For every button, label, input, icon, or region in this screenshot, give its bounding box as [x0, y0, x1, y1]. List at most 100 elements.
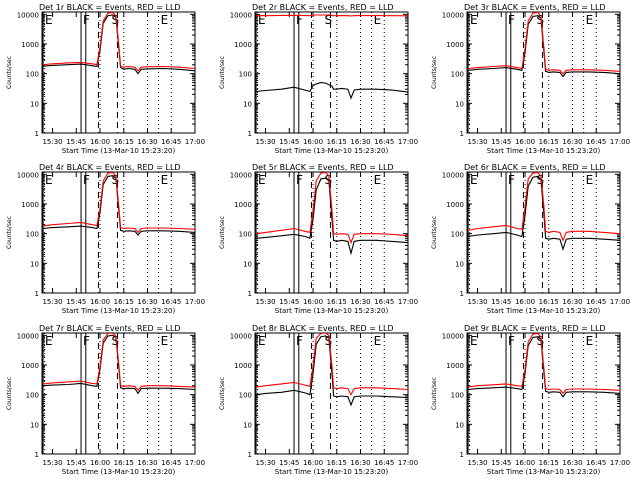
- y-tick-label: 100: [239, 71, 252, 79]
- x-tick-label: 15:45: [491, 138, 511, 146]
- y-tick-label: 10000: [17, 332, 39, 340]
- marker-label-s: S: [537, 173, 545, 187]
- y-tick-label: 10: [455, 100, 464, 108]
- marker-label-e: E: [470, 173, 478, 187]
- x-tick-label: 17:00: [185, 459, 205, 467]
- y-tick-label: 1: [460, 130, 464, 138]
- x-tick-label: 16:00: [303, 459, 323, 467]
- y-tick-label: 10000: [442, 171, 464, 179]
- chart-title: Det 7r BLACK = Events, RED = LLD: [39, 324, 181, 333]
- x-tick-label: 16:00: [515, 459, 535, 467]
- marker-label-e: E: [45, 13, 53, 27]
- x-axis-label: Start Time (13-Mar-10 15:23:20): [275, 147, 389, 155]
- x-axis-label: Start Time (13-Mar-10 15:23:20): [62, 307, 176, 315]
- x-tick-label: 16:30: [562, 298, 582, 306]
- marker-label-f: F: [296, 334, 303, 348]
- marker-label-e: E: [470, 334, 478, 348]
- y-tick-label: 10: [455, 260, 464, 268]
- x-axis-label: Start Time (13-Mar-10 15:23:20): [62, 468, 176, 476]
- chart-panel-1: Det 1r BLACK = Events, RED = LLD 1 10 100 10…: [6, 3, 205, 155]
- x-tick-label: 16:15: [114, 138, 134, 146]
- x-tick-label: 15:30: [467, 138, 487, 146]
- chart-title: Det 3r BLACK = Events, RED = LLD: [464, 3, 606, 12]
- x-tick-label: 15:45: [279, 459, 299, 467]
- plot-frame: [254, 11, 409, 134]
- marker-label-s: S: [112, 334, 120, 348]
- series-line-events: [256, 82, 408, 100]
- x-tick-label: 17:00: [185, 138, 205, 146]
- chart-panel-5: Det 5r BLACK = Events, RED = LLD 1 10 100 10…: [219, 163, 418, 315]
- y-tick-label: 1000: [21, 41, 39, 49]
- x-axis-label: Start Time (13-Mar-10 15:23:20): [487, 147, 601, 155]
- y-tick-label: 1000: [234, 41, 252, 49]
- y-tick-label: 100: [239, 231, 252, 239]
- x-tick-label: 15:45: [491, 459, 511, 467]
- y-axis-label: Counts/sec: [6, 216, 13, 249]
- x-tick-label: 16:30: [562, 138, 582, 146]
- x-axis-label: Start Time (13-Mar-10 15:23:20): [487, 468, 601, 476]
- y-tick-label: 100: [239, 392, 252, 400]
- x-axis-label: Start Time (13-Mar-10 15:23:20): [275, 307, 389, 315]
- y-tick-label: 1: [35, 130, 39, 138]
- x-tick-label: 15:30: [42, 459, 62, 467]
- y-axis-label: Counts/sec: [431, 377, 438, 410]
- y-tick-label: 10: [243, 100, 252, 108]
- x-tick-label: 16:45: [374, 459, 394, 467]
- y-tick-label: 10000: [230, 171, 252, 179]
- chart-title: Det 8r BLACK = Events, RED = LLD: [252, 324, 394, 333]
- x-tick-label: 16:15: [539, 459, 559, 467]
- chart-panel-9: Det 9r BLACK = Events, RED = LLD 1 10 100 10…: [431, 324, 630, 476]
- marker-label-e: E: [586, 173, 594, 187]
- series-line-events: [468, 175, 620, 252]
- chart-panel-2: Det 2r BLACK = Events, RED = LLD 1 10 100 10…: [219, 3, 418, 155]
- y-tick-label: 10000: [17, 171, 39, 179]
- y-tick-label: 1000: [446, 201, 464, 209]
- x-tick-label: 17:00: [610, 298, 630, 306]
- marker-label-f: F: [508, 13, 515, 27]
- x-tick-label: 15:45: [66, 459, 86, 467]
- series-line-lld: [467, 172, 620, 242]
- x-tick-label: 16:00: [90, 459, 110, 467]
- marker-label-e: E: [161, 173, 169, 187]
- y-axis-label: Counts/sec: [6, 377, 13, 410]
- marker-label-e: E: [374, 173, 382, 187]
- y-tick-label: 100: [26, 231, 39, 239]
- marker-label-s: S: [325, 334, 333, 348]
- x-tick-label: 16:45: [374, 298, 394, 306]
- x-tick-label: 17:00: [398, 138, 418, 146]
- chart-title: Det 1r BLACK = Events, RED = LLD: [39, 3, 181, 12]
- x-tick-label: 15:30: [42, 298, 62, 306]
- marker-label-f: F: [296, 13, 303, 27]
- x-tick-label: 16:45: [586, 138, 606, 146]
- series-line-lld: [256, 172, 408, 245]
- y-tick-label: 10000: [230, 332, 252, 340]
- series-line-events: [256, 177, 408, 256]
- series-line-lld: [468, 333, 620, 395]
- plot-frame: [41, 332, 196, 455]
- x-tick-label: 16:00: [90, 298, 110, 306]
- marker-label-e: E: [161, 13, 169, 27]
- marker-label-s: S: [325, 13, 333, 27]
- chart-title: Det 5r BLACK = Events, RED = LLD: [252, 163, 394, 172]
- x-tick-label: 16:45: [161, 138, 181, 146]
- x-tick-label: 16:45: [161, 459, 181, 467]
- y-tick-label: 10000: [17, 11, 39, 19]
- y-tick-label: 100: [451, 231, 464, 239]
- marker-label-e: E: [161, 334, 169, 348]
- marker-label-e: E: [258, 173, 266, 187]
- series-line-lld: [43, 12, 195, 72]
- y-tick-label: 1: [460, 451, 464, 459]
- x-tick-label: 16:30: [562, 459, 582, 467]
- y-axis-label: Counts/sec: [219, 377, 226, 410]
- plot-frame: [466, 332, 621, 455]
- y-tick-label: 10: [30, 421, 39, 429]
- y-tick-label: 10: [30, 260, 39, 268]
- y-tick-label: 1: [35, 451, 39, 459]
- series-line-lld: [468, 12, 620, 75]
- series-line-lld: [43, 333, 195, 392]
- y-axis-label: Counts/sec: [431, 56, 438, 89]
- x-tick-label: 17:00: [398, 298, 418, 306]
- y-tick-label: 100: [26, 392, 39, 400]
- x-tick-label: 16:00: [303, 138, 323, 146]
